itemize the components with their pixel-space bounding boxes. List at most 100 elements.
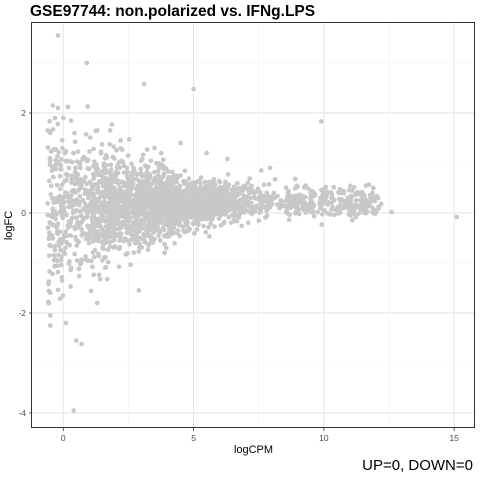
data-point xyxy=(85,224,90,229)
data-point xyxy=(223,196,228,201)
data-point xyxy=(162,233,167,238)
data-point xyxy=(73,139,78,144)
data-point xyxy=(73,165,78,170)
data-point xyxy=(342,206,347,211)
data-point xyxy=(183,168,188,173)
data-point xyxy=(99,151,104,156)
data-point xyxy=(201,217,206,222)
data-point xyxy=(156,162,161,167)
data-point xyxy=(176,222,181,227)
data-point xyxy=(269,202,274,207)
data-point xyxy=(117,185,122,190)
data-point xyxy=(196,179,201,184)
data-point xyxy=(80,156,85,161)
data-point xyxy=(166,175,171,180)
data-point xyxy=(105,277,110,282)
data-point xyxy=(226,182,231,187)
data-point xyxy=(97,224,102,229)
data-point xyxy=(232,204,237,209)
data-point xyxy=(131,166,136,171)
data-point xyxy=(186,228,191,233)
data-point xyxy=(117,264,122,269)
data-point xyxy=(66,105,71,110)
data-point xyxy=(93,248,98,253)
data-point xyxy=(136,213,141,218)
data-point xyxy=(106,260,111,265)
data-point xyxy=(162,250,167,255)
data-point xyxy=(159,195,164,200)
data-point xyxy=(175,197,180,202)
data-point xyxy=(85,213,90,218)
data-point xyxy=(249,205,254,210)
data-point xyxy=(224,191,229,196)
data-point xyxy=(125,196,130,201)
data-point xyxy=(142,82,147,87)
data-point xyxy=(72,131,77,136)
data-point xyxy=(129,224,134,229)
data-point xyxy=(163,214,168,219)
data-point xyxy=(131,198,136,203)
data-point xyxy=(260,205,265,210)
data-point xyxy=(84,61,89,66)
data-point xyxy=(86,236,91,241)
data-point xyxy=(51,103,56,108)
data-point xyxy=(56,270,61,275)
data-point xyxy=(48,323,53,328)
data-point xyxy=(88,135,93,140)
data-point xyxy=(216,195,221,200)
data-point xyxy=(52,264,57,269)
data-point xyxy=(46,282,51,287)
data-point xyxy=(138,194,143,199)
data-point xyxy=(175,228,180,233)
data-point xyxy=(297,198,302,203)
data-point xyxy=(51,236,56,241)
data-point xyxy=(127,242,132,247)
data-point xyxy=(231,188,236,193)
data-point xyxy=(129,161,134,166)
data-point xyxy=(157,229,162,234)
data-point xyxy=(55,122,60,127)
data-point xyxy=(89,289,94,294)
data-point xyxy=(76,178,81,183)
data-point xyxy=(91,186,96,191)
data-point xyxy=(353,215,358,220)
data-point xyxy=(77,274,82,279)
data-point xyxy=(116,215,121,220)
data-point xyxy=(51,175,56,180)
data-point xyxy=(217,179,222,184)
data-point xyxy=(48,221,53,226)
data-point xyxy=(149,216,154,221)
data-point xyxy=(195,227,200,232)
data-point xyxy=(136,288,141,293)
data-point xyxy=(64,321,69,326)
data-point xyxy=(362,193,367,198)
data-point xyxy=(226,172,231,177)
data-point xyxy=(65,191,70,196)
data-point xyxy=(185,182,190,187)
data-point xyxy=(96,254,101,259)
data-point xyxy=(164,199,169,204)
data-point xyxy=(56,106,61,111)
data-point xyxy=(153,215,158,220)
data-point xyxy=(367,182,372,187)
data-point xyxy=(183,193,188,198)
data-point xyxy=(98,277,103,282)
data-point xyxy=(61,293,66,298)
data-point xyxy=(303,183,308,188)
data-point xyxy=(76,239,81,244)
data-point xyxy=(104,195,109,200)
data-point xyxy=(61,116,66,121)
data-point xyxy=(87,149,92,154)
data-point xyxy=(101,247,106,252)
data-point xyxy=(101,202,106,207)
data-point xyxy=(138,166,143,171)
data-point xyxy=(161,226,166,231)
data-point xyxy=(84,132,89,137)
data-point xyxy=(350,188,355,193)
data-point xyxy=(130,180,135,185)
data-point xyxy=(145,230,150,235)
data-point xyxy=(239,224,244,229)
data-point xyxy=(172,173,177,178)
data-point xyxy=(321,190,326,195)
data-point xyxy=(176,187,181,192)
